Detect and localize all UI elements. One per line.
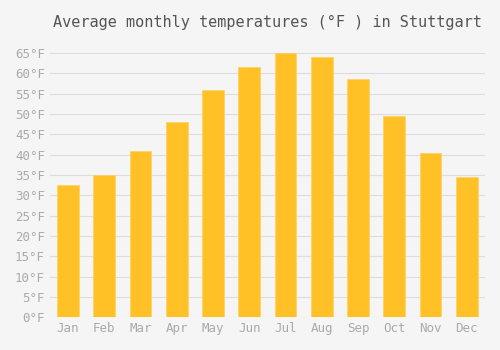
Bar xyxy=(384,116,405,317)
Bar xyxy=(57,185,79,317)
Bar xyxy=(456,177,477,317)
Bar xyxy=(166,122,188,317)
Bar xyxy=(130,150,152,317)
Bar xyxy=(238,67,260,317)
Bar xyxy=(347,79,369,317)
Bar xyxy=(274,53,296,317)
Title: Average monthly temperatures (°F ) in Stuttgart: Average monthly temperatures (°F ) in St… xyxy=(53,15,482,30)
Bar xyxy=(94,175,115,317)
Bar xyxy=(420,153,442,317)
Bar xyxy=(202,90,224,317)
Bar xyxy=(311,57,332,317)
